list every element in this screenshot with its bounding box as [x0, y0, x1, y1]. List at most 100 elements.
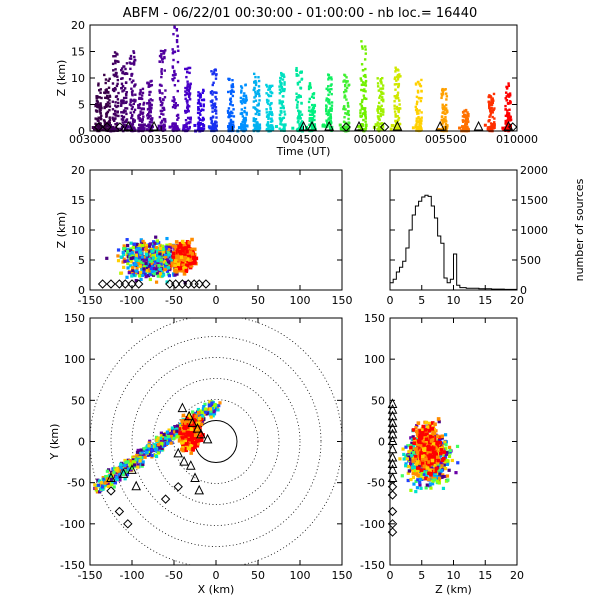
y-tick-label: 5 — [78, 254, 85, 267]
source-point — [169, 246, 173, 250]
source-point — [243, 92, 246, 95]
source-point — [364, 124, 368, 128]
source-point — [134, 272, 138, 276]
source-point — [198, 92, 202, 96]
source-point — [199, 109, 203, 112]
source-point — [149, 126, 152, 129]
source-point — [393, 110, 397, 113]
source-point — [118, 472, 122, 476]
source-point — [378, 106, 382, 109]
source-point — [169, 249, 173, 253]
source-point — [210, 104, 213, 107]
source-point — [95, 103, 98, 107]
source-point — [402, 457, 406, 461]
source-point — [395, 75, 399, 78]
source-point — [190, 437, 195, 441]
source-point — [161, 92, 164, 95]
source-point — [151, 448, 156, 452]
source-point — [195, 425, 200, 430]
y-tick-label: 500 — [520, 254, 541, 267]
source-point — [197, 106, 200, 109]
source-point — [463, 109, 466, 113]
source-point — [160, 124, 164, 128]
ground-stroke-diamond — [115, 122, 125, 132]
source-point — [178, 251, 183, 255]
source-point — [489, 122, 493, 125]
source-point — [162, 432, 166, 437]
source-point — [504, 104, 507, 108]
source-point — [227, 107, 231, 110]
source-point — [282, 89, 286, 93]
source-point — [162, 106, 165, 110]
source-point — [130, 260, 134, 264]
source-point — [195, 443, 200, 448]
source-point — [279, 128, 283, 132]
source-point — [330, 101, 334, 104]
source-point — [265, 98, 269, 102]
source-point — [189, 427, 194, 432]
source-point — [124, 110, 127, 113]
source-point — [278, 127, 281, 130]
source-point — [180, 239, 185, 244]
source-point — [180, 419, 184, 423]
source-point — [417, 116, 420, 120]
source-point — [125, 470, 129, 474]
source-point — [228, 115, 231, 119]
source-point — [95, 117, 99, 121]
source-point — [254, 117, 258, 121]
source-point — [144, 244, 149, 248]
y-tick-label: 20 — [71, 19, 85, 32]
source-point — [364, 120, 367, 123]
source-point — [148, 120, 152, 124]
source-point — [129, 247, 133, 251]
source-point — [217, 404, 221, 408]
source-point — [420, 119, 423, 122]
source-point — [147, 112, 150, 116]
source-point — [210, 120, 214, 123]
source-point — [183, 421, 188, 425]
source-point — [189, 116, 192, 120]
source-point — [416, 91, 420, 94]
source-point — [182, 124, 186, 128]
source-point — [98, 107, 101, 111]
xz-sources — [105, 235, 199, 285]
source-point — [173, 263, 177, 267]
source-point — [176, 427, 180, 431]
source-point — [504, 97, 507, 100]
source-point — [111, 82, 115, 85]
source-point — [188, 125, 191, 129]
source-point — [397, 125, 400, 128]
source-point — [159, 109, 162, 113]
source-point — [99, 116, 102, 119]
source-point — [230, 89, 234, 92]
source-point — [278, 92, 282, 95]
source-point — [410, 462, 414, 466]
source-point — [201, 119, 204, 122]
source-point — [506, 109, 509, 112]
source-point — [396, 93, 399, 97]
y-tick-label: 20 — [71, 164, 85, 177]
source-point — [258, 123, 262, 127]
source-point — [200, 420, 204, 424]
x-tick-label: -100 — [120, 569, 145, 582]
source-point — [132, 63, 136, 66]
source-point — [308, 83, 312, 87]
source-point — [132, 79, 135, 82]
source-point — [100, 106, 103, 110]
source-point — [311, 108, 315, 112]
source-point — [416, 127, 419, 130]
source-point — [187, 90, 191, 93]
source-point — [138, 119, 141, 122]
source-point — [147, 124, 151, 128]
source-point — [175, 28, 179, 31]
source-point — [166, 434, 170, 439]
source-point — [185, 67, 189, 71]
source-point — [159, 49, 163, 53]
source-point — [141, 239, 145, 244]
source-point — [509, 94, 512, 97]
source-point — [491, 115, 494, 119]
source-point — [381, 76, 384, 80]
source-point — [129, 62, 132, 65]
source-point — [151, 268, 156, 272]
source-point — [377, 105, 380, 108]
